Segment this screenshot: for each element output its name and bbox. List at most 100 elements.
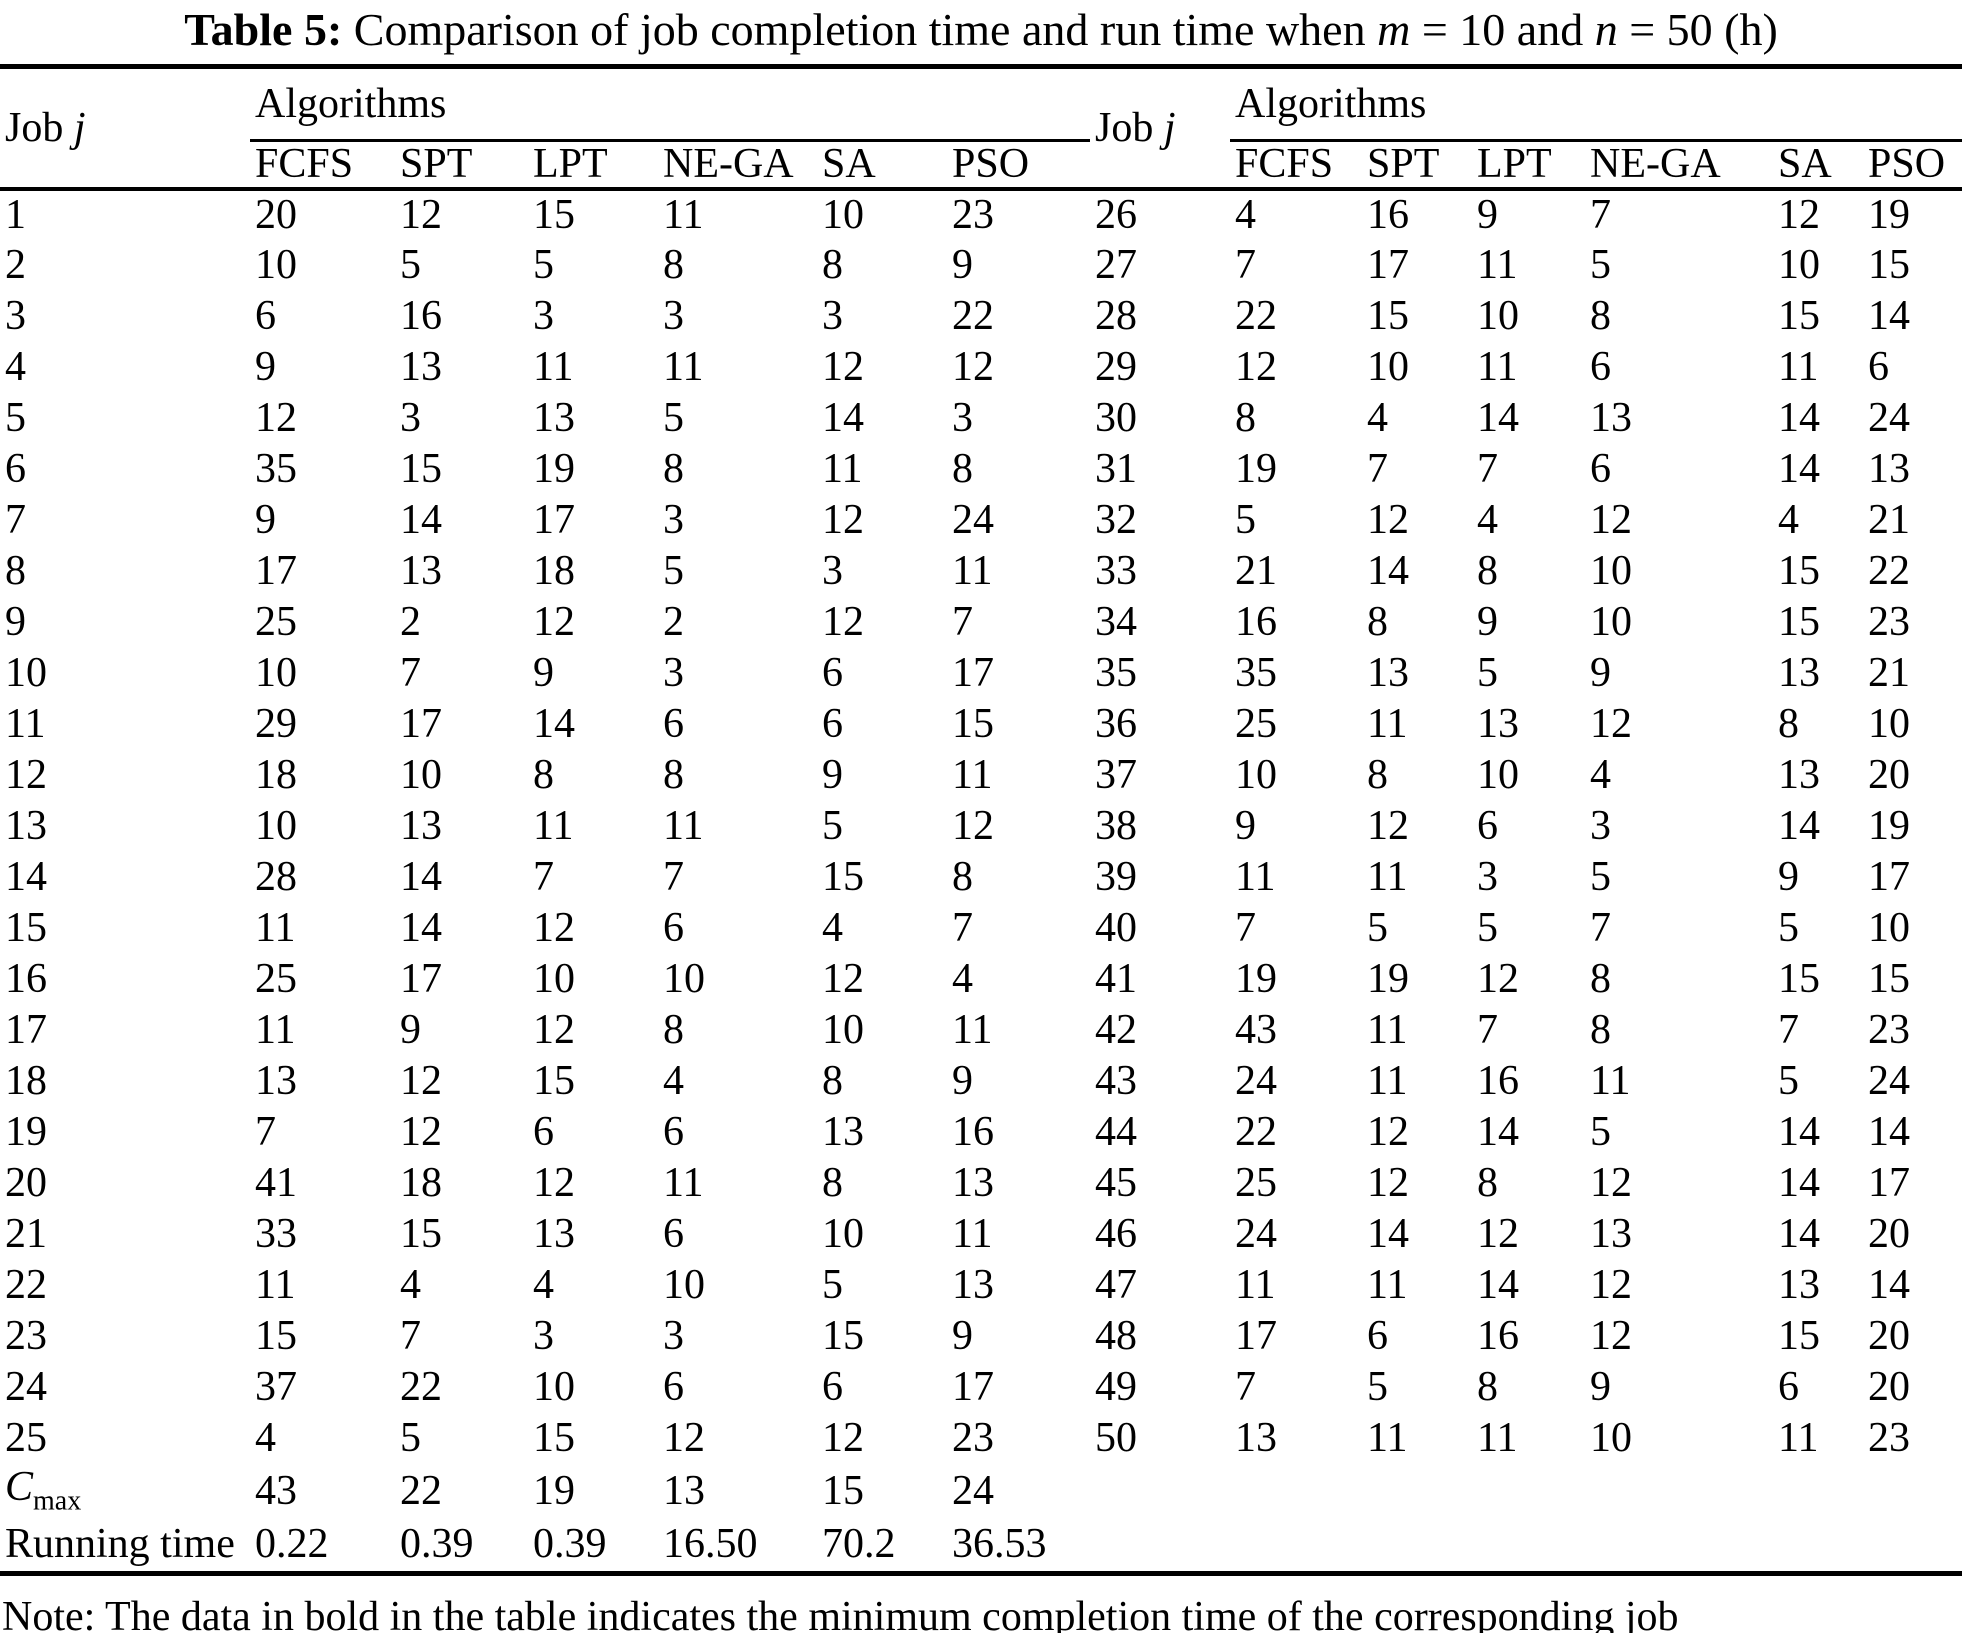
comparison-table: Job j Algorithms Job j Algorithms FCFS S… bbox=[0, 64, 1962, 1576]
value-cell: 7 bbox=[400, 650, 421, 696]
value-cell: 22 bbox=[1868, 548, 1911, 594]
value-cell: 13 bbox=[822, 1109, 864, 1155]
value-cell: 7 bbox=[1235, 905, 1257, 951]
value-cell: 25 bbox=[1235, 701, 1278, 747]
value-cell: 13 bbox=[952, 1262, 994, 1308]
value-cell: 10 bbox=[663, 956, 705, 1002]
value-cell: 21 bbox=[1868, 497, 1911, 543]
value-cell: 9 bbox=[400, 1007, 421, 1053]
value-cell: 10 bbox=[822, 1007, 864, 1053]
value-cell: 3 bbox=[822, 548, 843, 594]
value-cell: 14 bbox=[1778, 1160, 1821, 1206]
column-header-fcfs: FCFS bbox=[1230, 140, 1363, 191]
column-header-ne-ga: NE-GA bbox=[658, 140, 817, 191]
value-cell: 6 bbox=[1590, 344, 1612, 390]
value-cell: 6 bbox=[822, 1364, 843, 1410]
algorithms-header-right: Algorithms bbox=[1230, 66, 1962, 142]
job-number: 10 bbox=[5, 650, 47, 696]
value-cell: 12 bbox=[1235, 344, 1278, 390]
value-cell: 25 bbox=[255, 599, 297, 645]
value-cell: 0.22 bbox=[255, 1521, 329, 1568]
job-number: 31 bbox=[1095, 446, 1138, 492]
value-cell: 22 bbox=[1235, 293, 1278, 339]
value-cell: 7 bbox=[1367, 446, 1389, 492]
value-cell: 19 bbox=[533, 1467, 575, 1514]
value-cell: 7 bbox=[952, 905, 973, 951]
job-number: 45 bbox=[1095, 1160, 1138, 1206]
value-cell: 10 bbox=[1477, 752, 1520, 798]
job-number: 41 bbox=[1095, 956, 1138, 1002]
value-cell: 14 bbox=[1868, 1262, 1911, 1308]
value-cell: 21 bbox=[1235, 548, 1278, 594]
value-cell: 7 bbox=[952, 599, 973, 645]
value-cell: 6 bbox=[663, 1109, 684, 1155]
value-cell: 12 bbox=[533, 905, 575, 951]
value-cell: 4 bbox=[822, 905, 843, 951]
value-cell: 13 bbox=[255, 1058, 297, 1104]
value-cell: 17 bbox=[255, 548, 297, 594]
value-cell: 10 bbox=[1868, 905, 1911, 951]
value-cell: 10 bbox=[1477, 293, 1520, 339]
value-cell: 15 bbox=[533, 1058, 575, 1104]
value-cell: 14 bbox=[1868, 1109, 1911, 1155]
value-cell: 20 bbox=[255, 192, 297, 238]
value-cell: 8 bbox=[1367, 599, 1389, 645]
job-number: 46 bbox=[1095, 1211, 1138, 1257]
job-number: 42 bbox=[1095, 1007, 1138, 1053]
value-cell: 11 bbox=[1778, 344, 1819, 390]
value-cell: 22 bbox=[952, 293, 994, 339]
value-cell: 6 bbox=[822, 650, 843, 696]
value-cell: 11 bbox=[952, 1211, 993, 1257]
value-cell: 23 bbox=[952, 192, 994, 238]
value-cell: 15 bbox=[1868, 242, 1911, 288]
value-cell: 7 bbox=[533, 854, 554, 900]
value-cell: 9 bbox=[533, 650, 554, 696]
job-number: 17 bbox=[5, 1007, 47, 1053]
value-cell: 4 bbox=[1477, 497, 1499, 543]
value-cell: 10 bbox=[822, 192, 864, 238]
value-cell: 16 bbox=[1367, 192, 1410, 238]
value-cell: 13 bbox=[400, 344, 442, 390]
value-cell: 11 bbox=[663, 803, 704, 849]
value-cell: 5 bbox=[1367, 905, 1389, 951]
value-cell: 11 bbox=[1477, 242, 1518, 288]
algorithms-header-row: Job j Algorithms Job j Algorithms bbox=[0, 66, 1962, 191]
table-row: 14 28 14 7 7 15 8 39 11 11 3 5 9 17 bbox=[0, 852, 1962, 903]
value-cell: 9 bbox=[255, 497, 276, 543]
value-cell: 12 bbox=[822, 497, 864, 543]
job-header-left: Job j bbox=[0, 66, 250, 191]
value-cell: 14 bbox=[1477, 1262, 1520, 1308]
value-cell: 18 bbox=[533, 548, 575, 594]
table-row: 3 6 16 3 3 3 22 28 22 15 10 8 15 14 bbox=[0, 291, 1962, 342]
job-number: 26 bbox=[1095, 192, 1138, 238]
job-header-label: Job bbox=[5, 104, 64, 151]
value-cell: 6 bbox=[663, 701, 684, 747]
job-number: 19 bbox=[5, 1109, 47, 1155]
value-cell: 8 bbox=[1778, 701, 1800, 747]
value-cell: 16 bbox=[400, 293, 442, 339]
column-header-sa: SA bbox=[1773, 140, 1864, 191]
value-cell: 7 bbox=[1235, 1364, 1257, 1410]
job-number: 35 bbox=[1095, 650, 1138, 696]
value-cell: 5 bbox=[1477, 650, 1499, 696]
value-cell: 43 bbox=[255, 1467, 297, 1514]
value-cell: 11 bbox=[1477, 1415, 1518, 1461]
value-cell: 11 bbox=[663, 1160, 704, 1206]
job-number: 48 bbox=[1095, 1313, 1138, 1359]
table-row: 2 10 5 5 8 8 9 27 7 17 11 5 10 15 bbox=[0, 240, 1962, 291]
value-cell: 8 bbox=[952, 446, 973, 492]
value-cell: 10 bbox=[663, 1262, 705, 1308]
table-row: 10 10 7 9 3 6 17 35 35 13 5 9 13 21 bbox=[0, 648, 1962, 699]
value-cell: 6 bbox=[1367, 1313, 1389, 1359]
value-cell: 6 bbox=[1590, 446, 1612, 492]
value-cell: 12 bbox=[1367, 1109, 1410, 1155]
job-number: 22 bbox=[5, 1262, 47, 1308]
value-cell: 15 bbox=[400, 1211, 442, 1257]
value-cell: 12 bbox=[1590, 1313, 1633, 1359]
title-text-1: Comparison of job completion time and ru… bbox=[342, 4, 1378, 55]
value-cell: 8 bbox=[1477, 1160, 1499, 1206]
table-row: 11 29 17 14 6 6 15 36 25 11 13 12 8 10 bbox=[0, 699, 1962, 750]
job-number: 3 bbox=[5, 293, 26, 339]
value-cell: 5 bbox=[1590, 1109, 1612, 1155]
